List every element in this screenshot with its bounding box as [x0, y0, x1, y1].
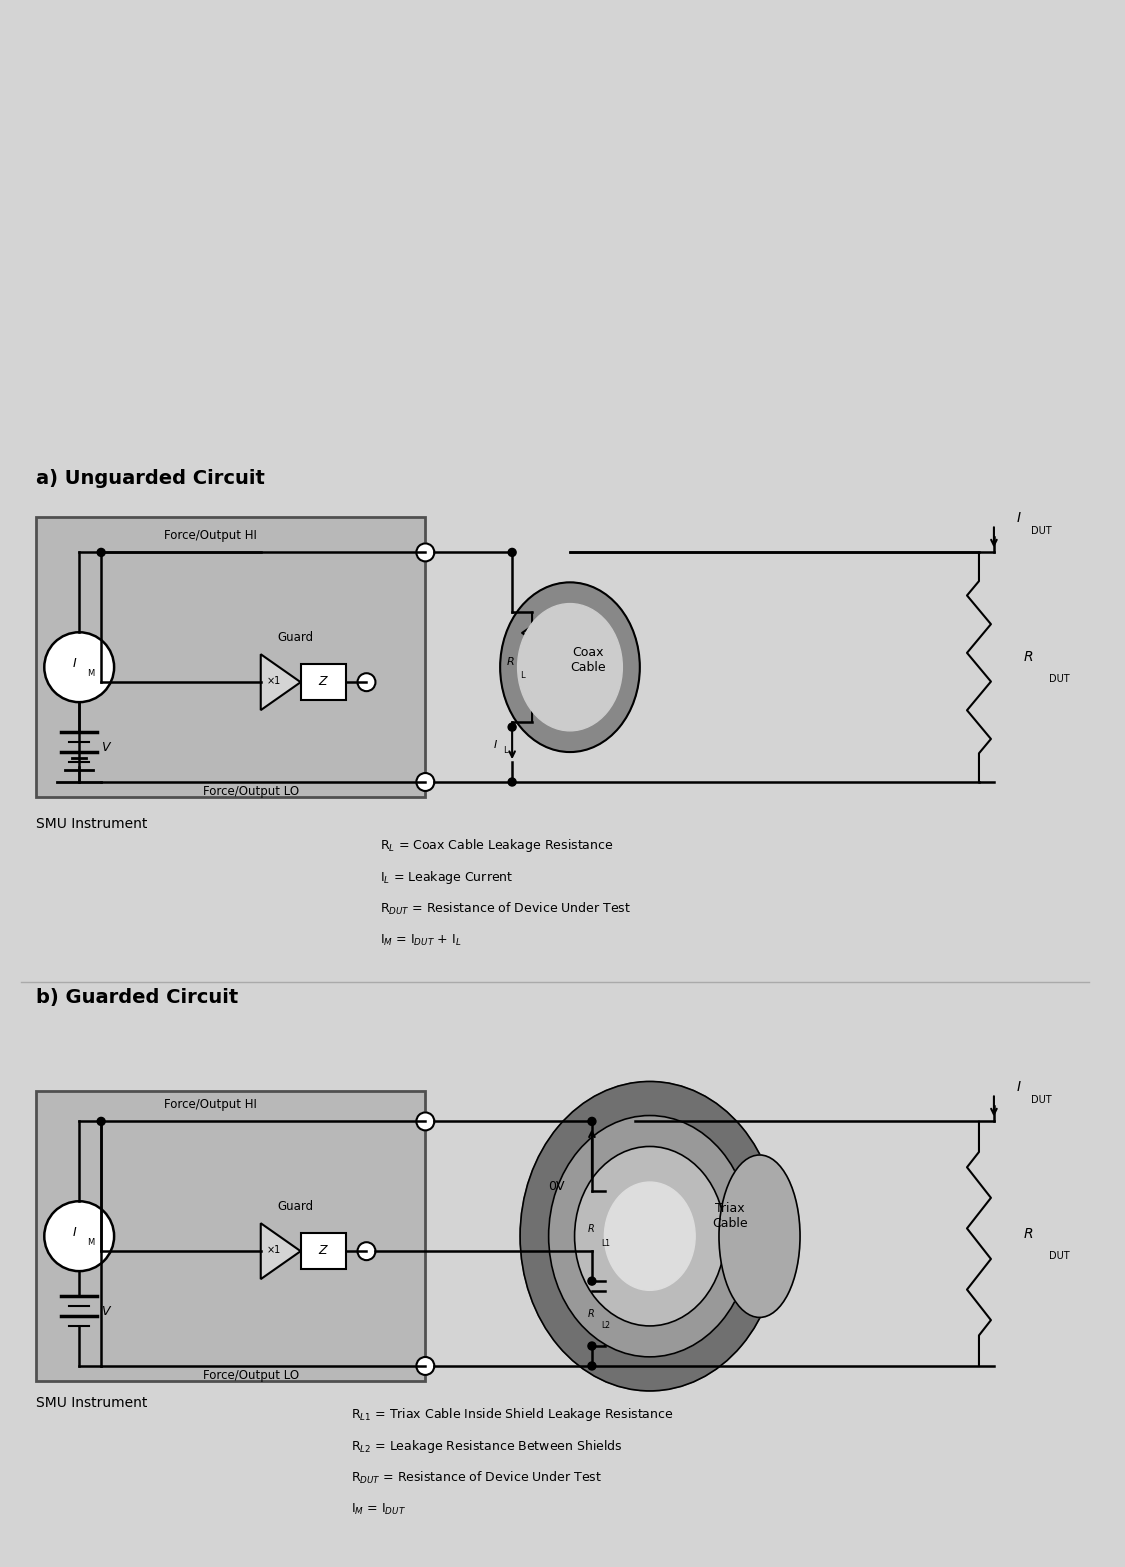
Text: DUT: DUT — [1048, 1250, 1070, 1261]
Text: V: V — [101, 1305, 109, 1318]
Text: Coax
Cable: Coax Cable — [570, 646, 605, 674]
Text: L: L — [520, 671, 524, 680]
Circle shape — [44, 632, 114, 702]
Circle shape — [97, 1117, 105, 1125]
Circle shape — [508, 548, 516, 556]
Text: R: R — [506, 657, 514, 668]
Circle shape — [588, 1277, 596, 1285]
Text: R$_{L2}$ = Leakage Resistance Between Shields: R$_{L2}$ = Leakage Resistance Between Sh… — [351, 1439, 622, 1454]
Text: I: I — [1017, 1081, 1020, 1094]
Text: I: I — [1017, 511, 1020, 525]
Ellipse shape — [520, 1081, 780, 1391]
Text: Force/Output HI: Force/Output HI — [164, 1098, 258, 1111]
Circle shape — [588, 1341, 596, 1351]
Text: R$_{DUT}$ = Resistance of Device Under Test: R$_{DUT}$ = Resistance of Device Under T… — [351, 1470, 602, 1486]
Ellipse shape — [518, 603, 622, 730]
Text: I$_L$ = Leakage Current: I$_L$ = Leakage Current — [380, 868, 514, 885]
Circle shape — [416, 1113, 434, 1130]
Ellipse shape — [719, 1155, 800, 1318]
Text: I$_M$ = I$_{DUT}$: I$_M$ = I$_{DUT}$ — [351, 1501, 405, 1517]
Text: 0V: 0V — [549, 1180, 565, 1192]
Text: I: I — [72, 1225, 76, 1238]
Text: DUT: DUT — [1030, 527, 1051, 536]
FancyBboxPatch shape — [36, 517, 425, 798]
Text: L: L — [504, 746, 508, 755]
Circle shape — [588, 1362, 596, 1370]
Circle shape — [44, 1202, 114, 1271]
Text: Guard: Guard — [278, 1200, 314, 1213]
Text: R$_{L1}$ = Triax Cable Inside Shield Leakage Resistance: R$_{L1}$ = Triax Cable Inside Shield Lea… — [351, 1406, 673, 1423]
Text: ×1: ×1 — [267, 677, 281, 686]
FancyBboxPatch shape — [300, 1233, 345, 1269]
Ellipse shape — [604, 1182, 695, 1290]
Text: SMU Instrument: SMU Instrument — [36, 1396, 147, 1410]
Text: ×1: ×1 — [267, 1246, 281, 1255]
Ellipse shape — [575, 1147, 724, 1326]
Circle shape — [508, 722, 516, 732]
Circle shape — [416, 773, 434, 791]
Circle shape — [508, 777, 516, 787]
Circle shape — [97, 548, 105, 556]
Text: R: R — [588, 1308, 595, 1318]
Text: Force/Output LO: Force/Output LO — [202, 1370, 299, 1382]
Text: I$_M$ = I$_{DUT}$ + I$_L$: I$_M$ = I$_{DUT}$ + I$_L$ — [380, 932, 461, 948]
FancyBboxPatch shape — [300, 664, 345, 700]
Polygon shape — [261, 655, 300, 710]
Text: R: R — [588, 1224, 595, 1235]
Text: DUT: DUT — [1048, 674, 1070, 685]
Text: M: M — [88, 1238, 94, 1247]
Text: Triax
Cable: Triax Cable — [712, 1202, 747, 1230]
Text: V: V — [101, 741, 109, 754]
Text: R$_L$ = Coax Cable Leakage Resistance: R$_L$ = Coax Cable Leakage Resistance — [380, 837, 614, 854]
Text: a) Unguarded Circuit: a) Unguarded Circuit — [36, 469, 266, 487]
Text: R: R — [1024, 650, 1034, 664]
Circle shape — [416, 544, 434, 561]
FancyBboxPatch shape — [36, 1092, 425, 1381]
Circle shape — [358, 674, 376, 691]
Text: Z: Z — [318, 675, 327, 688]
Text: L1: L1 — [601, 1238, 610, 1247]
Ellipse shape — [549, 1116, 750, 1357]
Text: L2: L2 — [601, 1321, 610, 1330]
Circle shape — [416, 1357, 434, 1374]
Text: Force/Output HI: Force/Output HI — [164, 530, 258, 542]
Text: SMU Instrument: SMU Instrument — [36, 816, 147, 831]
Text: b) Guarded Circuit: b) Guarded Circuit — [36, 987, 238, 1006]
Ellipse shape — [501, 583, 640, 752]
Text: R$_{DUT}$ = Resistance of Device Under Test: R$_{DUT}$ = Resistance of Device Under T… — [380, 901, 631, 917]
Circle shape — [588, 1117, 596, 1125]
Text: Guard: Guard — [278, 632, 314, 644]
Circle shape — [358, 1243, 376, 1260]
Text: DUT: DUT — [1030, 1095, 1051, 1105]
Text: I: I — [494, 740, 497, 749]
Text: M: M — [88, 669, 94, 677]
Polygon shape — [261, 1224, 300, 1279]
Text: R: R — [1024, 1227, 1034, 1241]
Text: Z: Z — [318, 1244, 327, 1257]
Text: Force/Output LO: Force/Output LO — [202, 785, 299, 798]
Text: I: I — [72, 657, 76, 669]
